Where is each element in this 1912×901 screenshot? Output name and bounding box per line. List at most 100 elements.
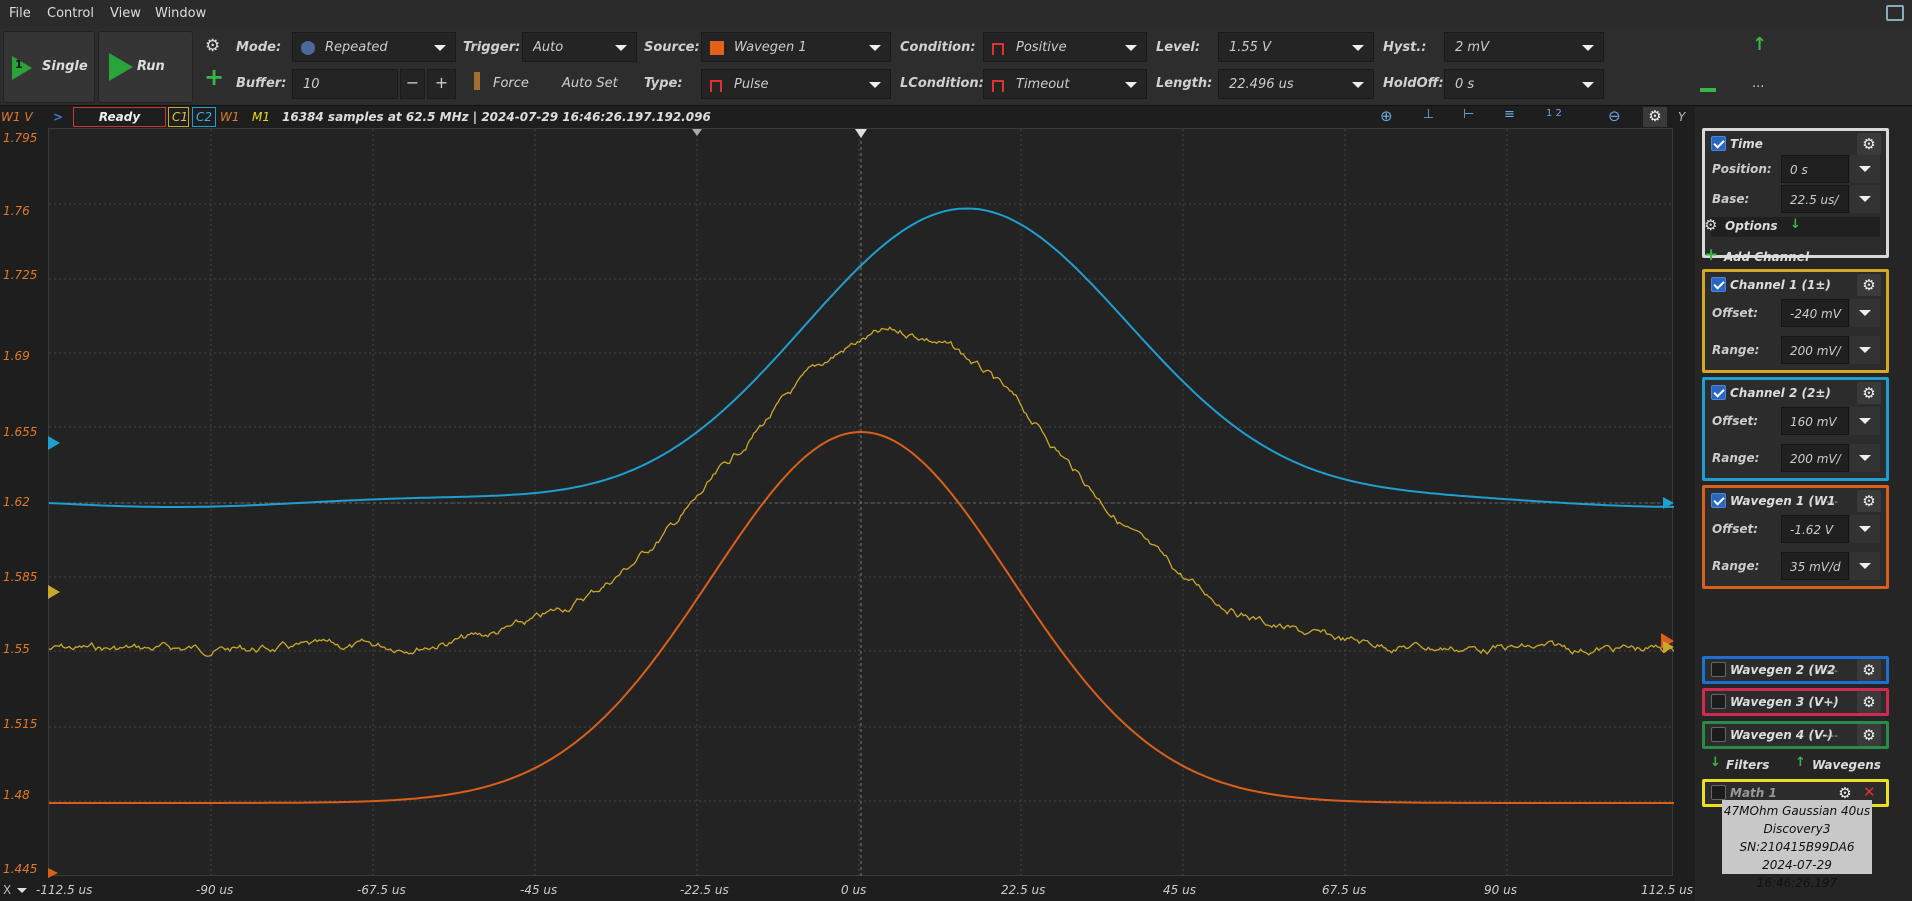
c1-badge[interactable]: C1 <box>168 107 189 127</box>
channel2-offset-input[interactable]: 160 mV <box>1781 407 1849 435</box>
options-gear-icon[interactable]: ⚙ <box>1704 216 1718 234</box>
cursor-list-icon[interactable]: ⊢ <box>1463 107 1475 122</box>
channel1-gear-icon[interactable]: ⚙ <box>1857 274 1881 296</box>
force-button[interactable]: Force <box>493 76 529 91</box>
options-button[interactable]: Options <box>1725 219 1778 233</box>
channel1-offset-dropdown[interactable] <box>1850 299 1880 327</box>
channel2-offset-marker[interactable] <box>48 436 60 450</box>
single-badge: 1 <box>15 58 23 71</box>
wavegen1-range-dropdown[interactable] <box>1850 552 1880 580</box>
filters-button[interactable]: Filters <box>1726 758 1770 772</box>
run-button[interactable]: Run <box>98 31 193 103</box>
autoset-button[interactable]: Auto Set <box>562 76 618 91</box>
wavegen3-gear-icon[interactable]: ⚙ <box>1857 691 1881 713</box>
condition-select[interactable]: Positive <box>983 32 1147 62</box>
buffer-input[interactable]: 10 <box>292 69 398 99</box>
buffer-increment-button[interactable]: + <box>427 69 456 99</box>
wavegen1-offset-marker[interactable] <box>48 868 58 878</box>
time-position-input[interactable]: 0 s <box>1781 155 1849 183</box>
mode-value: Repeated <box>325 40 388 55</box>
wavegen1-offset-dropdown[interactable] <box>1850 515 1880 543</box>
y-axis-button[interactable]: Y <box>1678 110 1686 124</box>
math1-checkbox[interactable] <box>1711 785 1726 800</box>
holdoff-value: 0 s <box>1455 77 1475 92</box>
channel2-offset-dropdown[interactable] <box>1850 407 1880 435</box>
time-expand-arrow-icon[interactable]: ↓ <box>1711 217 1880 237</box>
status-bar: W1 V > Ready C1 C2 W1 M1 16384 samples a… <box>0 107 1695 127</box>
hyst-input[interactable]: 2 mV <box>1444 32 1604 62</box>
x-axis-dropdown-icon[interactable] <box>17 888 27 893</box>
w1-label[interactable]: W1 <box>220 110 240 124</box>
m1-label[interactable]: M1 <box>252 110 270 124</box>
menu-file[interactable]: File <box>9 6 31 21</box>
panel-toggle-icon[interactable] <box>1700 88 1716 92</box>
wavegen2-gear-icon[interactable]: ⚙ <box>1857 659 1881 681</box>
trigger-select[interactable]: Auto <box>522 32 637 62</box>
channel2-range-input[interactable]: 200 mV/ <box>1781 444 1849 472</box>
plot-settings-gear-icon[interactable]: ⚙ <box>1643 107 1667 127</box>
time-position-dropdown[interactable] <box>1850 155 1880 183</box>
c2-badge[interactable]: C2 <box>192 107 216 127</box>
acquisition-info: 16384 samples at 62.5 MHz | 2024-07-29 1… <box>282 110 711 124</box>
zoom-out-icon[interactable]: ⊖ <box>1608 107 1621 125</box>
source-select[interactable]: Wavegen 1 <box>701 32 891 62</box>
collapse-arrow-icon[interactable]: ↑ <box>1752 34 1768 55</box>
channel1-offset-input[interactable]: -240 mV <box>1781 299 1849 327</box>
gear-icon[interactable]: ⚙ <box>205 36 221 56</box>
lcondition-select[interactable]: Timeout <box>983 69 1147 99</box>
time-base-input[interactable]: 22.5 us/ <box>1781 185 1849 213</box>
type-select[interactable]: Pulse <box>701 69 891 99</box>
wavegen1-gear-icon[interactable]: ⚙ <box>1857 490 1881 512</box>
grid-numbers-icon[interactable]: 1 2 <box>1546 108 1562 119</box>
cursor-icon[interactable]: ⊥ <box>1423 107 1435 122</box>
mode-select[interactable]: Repeated <box>292 32 456 62</box>
wavegen4-checkbox[interactable] <box>1711 727 1726 742</box>
time-base-dropdown[interactable] <box>1850 185 1880 213</box>
channel2-gear-icon[interactable]: ⚙ <box>1857 382 1881 404</box>
channel2-range-dropdown[interactable] <box>1850 444 1880 472</box>
buffer-decrement-button[interactable]: − <box>400 69 425 99</box>
wavegen3-checkbox[interactable] <box>1711 694 1726 709</box>
channel1-group: Channel 1 (1±) ⚙ Offset: -240 mV Range: … <box>1702 269 1889 373</box>
time-title: Time <box>1730 137 1763 151</box>
condition-value: Positive <box>1016 40 1067 55</box>
wavegens-arrow-icon: ↑ <box>1795 755 1806 770</box>
trigger-marker-icon[interactable] <box>855 129 867 138</box>
add-channel-button[interactable]: Add Channel <box>1724 250 1810 264</box>
status-ready-badge: Ready <box>73 107 166 127</box>
wavegen1-range-label: Range: <box>1712 559 1760 573</box>
repeat-icon <box>301 41 315 55</box>
holdoff-input[interactable]: 0 s <box>1444 69 1604 99</box>
channel1-marker-right <box>1663 641 1674 653</box>
menu-control[interactable]: Control <box>47 6 94 21</box>
channel1-range-input[interactable]: 200 mV/ <box>1781 336 1849 364</box>
wavegen4-gear-icon[interactable]: ⚙ <box>1857 724 1881 746</box>
channel1-range-dropdown[interactable] <box>1850 336 1880 364</box>
menu-window[interactable]: Window <box>155 6 207 21</box>
single-button[interactable]: 1 Single <box>3 31 95 103</box>
zoom-in-icon[interactable]: ⊕ <box>1380 107 1393 125</box>
channel1-offset-marker[interactable] <box>48 585 60 599</box>
align-icon[interactable]: ≡ <box>1504 107 1515 122</box>
channel2-checkbox[interactable] <box>1711 385 1726 400</box>
expand-chevron-icon[interactable]: > <box>53 110 64 124</box>
time-gear-icon[interactable]: ⚙ <box>1857 133 1881 155</box>
more-button[interactable]: ... <box>1752 76 1765 91</box>
time-checkbox[interactable] <box>1711 136 1726 151</box>
wavegen1-range-input[interactable]: 35 mV/d <box>1781 552 1849 580</box>
wavegens-button[interactable]: Wavegens <box>1812 758 1881 772</box>
length-input[interactable]: 22.496 us <box>1218 69 1374 99</box>
math1-gear-icon[interactable]: ⚙ <box>1838 784 1852 802</box>
wavegen2-checkbox[interactable] <box>1711 662 1726 677</box>
channel1-checkbox[interactable] <box>1711 277 1726 292</box>
level-input[interactable]: 1.55 V <box>1218 32 1374 62</box>
wavegen1-offset-input[interactable]: -1.62 V <box>1781 515 1849 543</box>
math1-close-icon[interactable]: ✕ <box>1863 783 1876 801</box>
add-icon[interactable]: + <box>204 63 225 91</box>
restore-window-icon[interactable] <box>1886 5 1904 21</box>
wavegen1-checkbox[interactable] <box>1711 493 1726 508</box>
y-tick: 1.55 <box>3 642 30 656</box>
menu-view[interactable]: View <box>110 6 141 21</box>
add-channel-icon[interactable]: + <box>1704 245 1719 265</box>
oscilloscope-plot[interactable] <box>48 128 1675 877</box>
